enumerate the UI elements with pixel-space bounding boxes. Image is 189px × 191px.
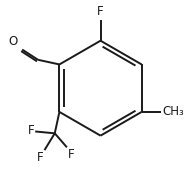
Text: F: F xyxy=(97,5,104,18)
Text: O: O xyxy=(8,35,18,48)
Text: F: F xyxy=(28,124,34,137)
Text: F: F xyxy=(37,151,44,164)
Text: CH₃: CH₃ xyxy=(162,105,184,118)
Text: F: F xyxy=(68,148,74,161)
